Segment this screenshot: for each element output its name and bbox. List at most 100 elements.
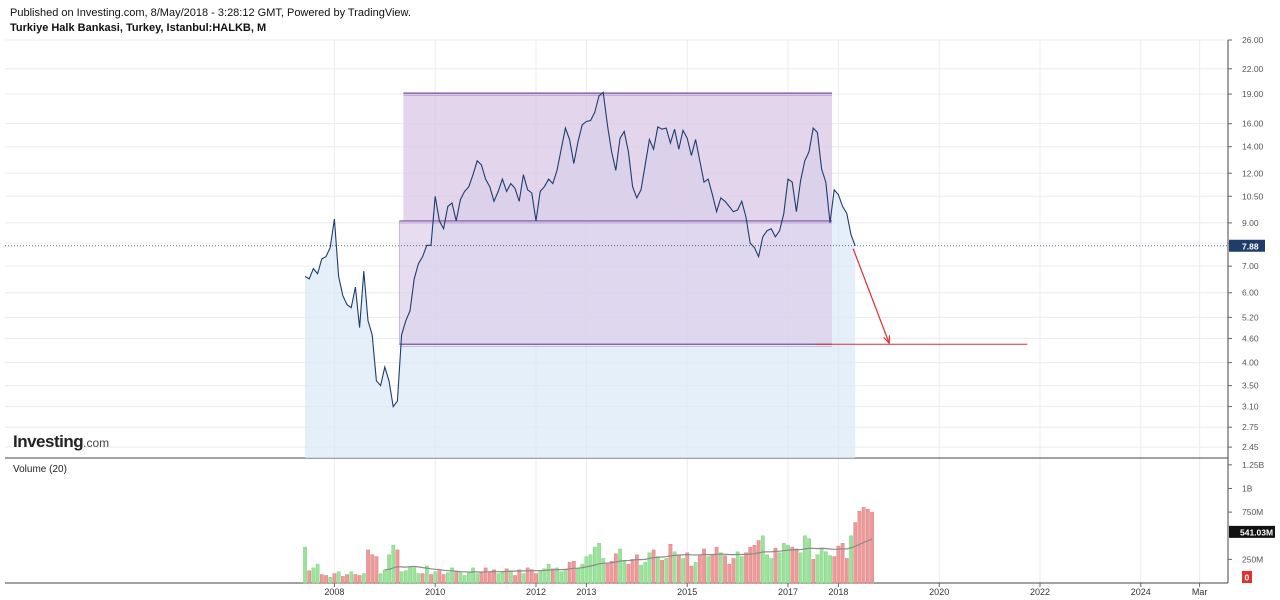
- price-axis[interactable]: 26.0022.0019.0016.0014.0012.0010.509.008…: [1228, 35, 1265, 452]
- volume-bar: [454, 571, 459, 584]
- volume-bar: [836, 545, 841, 584]
- volume-bar: [462, 575, 467, 584]
- time-tick-label: Mar: [1192, 587, 1208, 597]
- arrow-shaft: [852, 248, 890, 344]
- volume-bar: [849, 535, 853, 584]
- volume-bar: [664, 558, 669, 584]
- time-tick-label: 2024: [1131, 587, 1151, 597]
- volume-bar: [441, 574, 446, 584]
- volume-bar: [336, 571, 341, 584]
- volume-bar: [521, 573, 526, 584]
- volume-bar: [857, 510, 862, 584]
- volume-axis[interactable]: 1.25B 1B 750M 250M 541.03M 0: [1228, 460, 1275, 583]
- time-tick-label: 2017: [778, 587, 798, 597]
- price-tick-label: 14.00: [1242, 142, 1264, 152]
- volume-bar: [374, 556, 379, 584]
- volume-bar: [303, 546, 307, 584]
- volume-bar: [677, 554, 681, 584]
- volume-ma-line: [384, 538, 873, 573]
- volume-bar: [626, 563, 631, 584]
- price-line-layer: [5, 91, 1228, 408]
- volume-bar: [572, 561, 576, 584]
- volume-bar: [391, 544, 396, 584]
- price-tick-label: 19.00: [1242, 89, 1264, 99]
- volume-bar: [740, 556, 744, 584]
- time-axis[interactable]: 2008 2010 2012 2013 2015 2017 2018 2020 2022 2024…: [324, 583, 1207, 597]
- volume-bar: [420, 573, 425, 584]
- volume-bar: [378, 573, 383, 584]
- volume-bar: [576, 568, 580, 584]
- price-tick-label: 26.00: [1242, 35, 1264, 45]
- volume-bar: [475, 573, 480, 584]
- volume-bar: [446, 572, 450, 584]
- volume-bar: [773, 547, 778, 584]
- volume-bar: [555, 567, 559, 584]
- current-price-label: 7.88: [1242, 241, 1259, 251]
- volume-bar: [702, 548, 706, 584]
- volume-bar: [370, 554, 375, 584]
- volume-bar: [803, 535, 807, 584]
- volume-bar: [479, 572, 484, 584]
- volume-bar: [538, 570, 543, 584]
- volume-bar: [828, 555, 832, 584]
- volume-bar: [559, 571, 564, 584]
- volume-tick-label: 1B: [1242, 483, 1253, 493]
- volume-bar: [693, 562, 698, 584]
- volume-tick-label: 750M: [1242, 507, 1263, 517]
- volume-bar: [328, 577, 333, 584]
- current-volume-badge: [1229, 525, 1275, 538]
- volume-bar: [719, 552, 723, 584]
- range-box-lower: [399, 220, 832, 345]
- volume-bar: [651, 549, 656, 584]
- volume-bar: [668, 544, 673, 584]
- volume-tick-label: 1.25B: [1242, 460, 1265, 470]
- price-tick-label: 2.45: [1242, 442, 1259, 452]
- annotation-layer: [815, 248, 1028, 345]
- volume-bars: [303, 507, 874, 584]
- volume-bar: [824, 551, 828, 584]
- price-tick-label: 22.00: [1242, 64, 1264, 74]
- volume-bar: [714, 546, 719, 584]
- volume-bar: [866, 509, 870, 584]
- volume-bar: [807, 538, 811, 584]
- volume-bar: [366, 549, 370, 584]
- logo-suffix: .com: [83, 436, 110, 450]
- volume-bar: [832, 556, 837, 584]
- volume-bar: [546, 563, 551, 584]
- volume-bar: [504, 568, 509, 584]
- volume-bar: [672, 551, 677, 584]
- volume-bar: [853, 522, 858, 584]
- time-tick-label: 2008: [324, 587, 344, 597]
- volume-bar: [698, 554, 702, 584]
- price-tick-label: 2.75: [1242, 422, 1259, 432]
- volume-bar: [630, 559, 635, 584]
- price-tick-label: 10.50: [1242, 191, 1264, 201]
- price-line: [304, 91, 856, 408]
- volume-bar: [429, 574, 433, 584]
- price-tick-label: 5.20: [1242, 312, 1259, 322]
- volume-bar: [601, 558, 606, 584]
- time-tick-label: 2020: [929, 587, 949, 597]
- volume-bar: [761, 535, 765, 584]
- chart-title: Turkiye Halk Bankasi, Turkey, Istanbul:H…: [10, 22, 267, 34]
- volume-panel-label: Volume (20): [13, 464, 67, 475]
- price-tick-label: 3.10: [1242, 402, 1259, 412]
- volume-bar: [542, 568, 547, 584]
- volume-bar: [756, 540, 761, 584]
- volume-bar: [349, 571, 354, 584]
- volume-bar: [315, 563, 320, 584]
- volume-bar: [530, 569, 534, 584]
- volume-bar: [488, 571, 492, 584]
- zero-volume-badge: [1242, 571, 1252, 583]
- volume-bar: [412, 567, 417, 584]
- volume-bar: [320, 574, 324, 584]
- volume-bar: [362, 573, 366, 584]
- volume-bar: [845, 558, 849, 584]
- volume-bar: [404, 570, 408, 584]
- volume-bar: [723, 555, 727, 584]
- volume-bar: [509, 571, 513, 584]
- volume-bar: [580, 563, 585, 584]
- volume-bar: [635, 554, 639, 584]
- price-tick-label: 4.00: [1242, 358, 1259, 368]
